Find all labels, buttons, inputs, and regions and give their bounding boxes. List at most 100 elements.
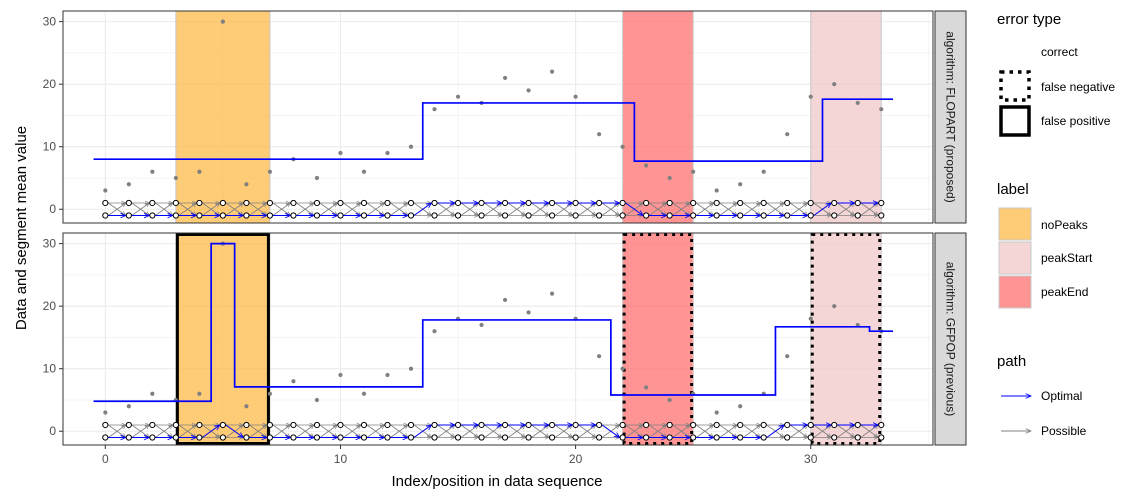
state-node bbox=[384, 434, 391, 441]
state-node bbox=[196, 421, 203, 429]
state-node bbox=[807, 434, 814, 441]
state-node bbox=[737, 421, 744, 429]
state-node bbox=[784, 421, 791, 429]
state-node bbox=[266, 199, 274, 207]
data-point bbox=[408, 366, 414, 371]
label-region-noPeaks bbox=[175, 232, 271, 446]
state-node bbox=[431, 199, 438, 207]
data-point bbox=[103, 410, 108, 415]
state-node bbox=[478, 434, 485, 441]
state-node bbox=[690, 434, 697, 441]
label-region-peakEnd bbox=[622, 10, 694, 224]
state-node bbox=[548, 434, 556, 441]
data-point bbox=[361, 391, 367, 396]
state-node bbox=[760, 199, 767, 207]
data-point bbox=[832, 82, 837, 87]
legend-title-error-type: error type bbox=[997, 11, 1061, 28]
state-node bbox=[713, 212, 720, 219]
facet-panels: 0 10 20 30 algorithm: FLOPART (proposed) 0 10 2… bbox=[43, 10, 967, 466]
y-tick-label: 20 bbox=[43, 299, 57, 313]
y-axis-title: Data and segment mean value bbox=[13, 126, 30, 330]
state-node bbox=[690, 199, 697, 207]
state-node bbox=[454, 199, 462, 207]
state-node bbox=[478, 199, 485, 207]
state-node bbox=[360, 434, 368, 441]
optimal-arrow bbox=[813, 203, 832, 216]
x-tick-label: 20 bbox=[569, 452, 583, 466]
data-point bbox=[502, 75, 508, 81]
state-node bbox=[384, 421, 391, 429]
legend: error type correct false negative false … bbox=[997, 11, 1115, 438]
data-point bbox=[785, 354, 790, 359]
state-node bbox=[737, 434, 744, 441]
state-node bbox=[596, 199, 603, 207]
facet-strip: algorithm: GFPOP (previous) bbox=[934, 232, 967, 446]
data-point bbox=[597, 354, 602, 359]
state-node bbox=[854, 421, 861, 429]
state-node bbox=[360, 212, 368, 219]
state-node bbox=[102, 199, 109, 207]
legend-label-false-negative: false negative bbox=[1041, 80, 1115, 94]
data-point bbox=[408, 144, 414, 149]
state-node bbox=[807, 212, 814, 219]
state-node bbox=[572, 199, 579, 207]
x-tick-label: 30 bbox=[804, 452, 818, 466]
legend-title-label: label bbox=[997, 181, 1029, 198]
possible-arrow bbox=[813, 424, 832, 438]
state-node bbox=[878, 212, 885, 219]
state-node bbox=[807, 199, 814, 207]
state-node bbox=[713, 434, 720, 441]
state-node bbox=[643, 199, 650, 207]
peakStart-swatch bbox=[998, 241, 1032, 275]
data-point bbox=[267, 391, 273, 396]
possible-arrow bbox=[578, 202, 597, 216]
legend-title-path: path bbox=[997, 353, 1026, 370]
state-node bbox=[831, 199, 838, 207]
possible-arrow bbox=[484, 424, 503, 438]
state-node bbox=[384, 199, 391, 207]
error-outline-false-negative bbox=[622, 233, 694, 445]
data-point bbox=[667, 397, 672, 403]
data-point bbox=[455, 94, 461, 99]
possible-arrow bbox=[860, 424, 879, 438]
strip-background bbox=[934, 232, 967, 446]
state-node bbox=[431, 212, 438, 219]
optimal-arrow bbox=[766, 425, 785, 438]
state-node bbox=[737, 212, 744, 219]
state-node bbox=[454, 421, 462, 429]
state-node bbox=[172, 199, 179, 207]
error-outline-false-negative bbox=[810, 233, 882, 445]
possible-arrow bbox=[789, 424, 808, 438]
data-point bbox=[385, 150, 390, 156]
possible-arrow bbox=[837, 202, 855, 216]
state-node bbox=[266, 434, 274, 441]
state-node bbox=[313, 434, 321, 441]
state-node bbox=[619, 212, 626, 219]
state-node bbox=[619, 421, 626, 429]
state-node bbox=[431, 421, 438, 429]
data-point bbox=[597, 132, 602, 137]
optimal-arrow bbox=[413, 203, 432, 216]
state-node bbox=[102, 212, 109, 219]
state-node bbox=[525, 199, 532, 207]
legend-label-noPeaks: noPeaks bbox=[1041, 218, 1088, 232]
state-node bbox=[290, 421, 297, 429]
optimal-arrow bbox=[225, 424, 244, 438]
state-node bbox=[337, 199, 344, 207]
x-tick-label: 0 bbox=[102, 452, 109, 466]
possible-arrow bbox=[437, 202, 456, 216]
state-node bbox=[407, 434, 415, 441]
state-node bbox=[690, 421, 697, 429]
state-node bbox=[125, 212, 132, 219]
state-node bbox=[784, 199, 791, 207]
y-tick-label: 20 bbox=[43, 77, 57, 91]
state-node bbox=[219, 421, 226, 429]
state-node bbox=[219, 212, 226, 219]
state-node bbox=[501, 199, 509, 207]
state-node bbox=[854, 199, 861, 207]
data-point bbox=[526, 310, 531, 315]
error-outline-false-positive bbox=[175, 233, 270, 445]
data-point bbox=[808, 316, 813, 321]
data-point bbox=[549, 291, 555, 296]
